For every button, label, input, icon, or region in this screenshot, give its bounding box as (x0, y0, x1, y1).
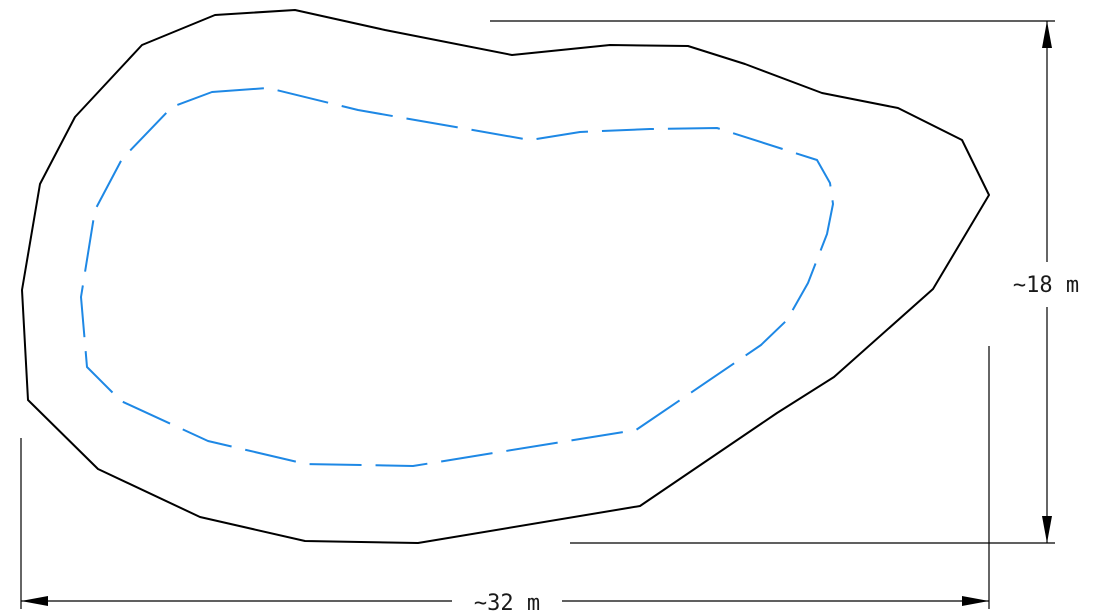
inner-boundary-outline (80, 87, 834, 467)
width-arrow-right-icon (962, 596, 989, 606)
width-arrow-left-icon (21, 596, 48, 606)
width-dimension: ~32 m (20, 346, 990, 614)
height-arrow-top-icon (1042, 21, 1052, 48)
height-dimension-label: ~18 m (1013, 273, 1079, 298)
outer-boundary-outline (21, 9, 990, 544)
height-dimension: ~18 m (490, 20, 1079, 544)
width-dimension-label: ~32 m (474, 591, 540, 614)
height-arrow-bottom-icon (1042, 516, 1052, 543)
